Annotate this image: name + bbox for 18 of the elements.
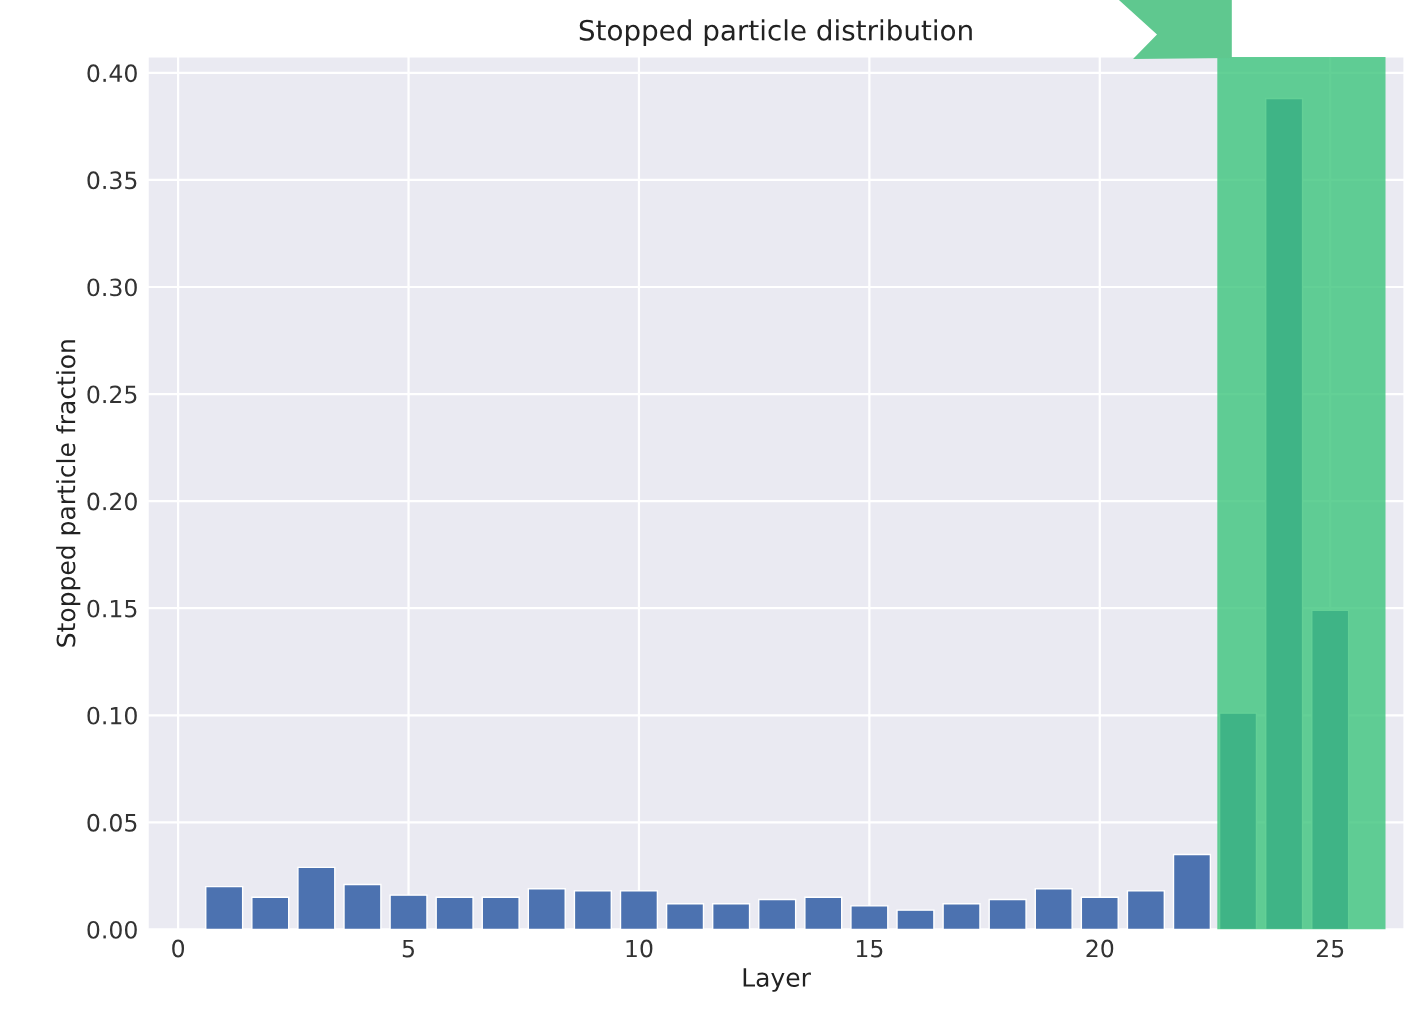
x-tick-label: 5 [402,939,414,958]
x-tick-label: 0 [172,939,185,958]
x-tick-label: 20 [1086,939,1114,958]
y-axis-title: Stopped particle fraction [56,340,81,647]
x-tick-label: 15 [856,939,883,958]
chart-title: Stopped particle distribution [579,19,972,47]
y-tick-label: 0.05 [87,813,137,832]
y-tick-label: 0.25 [87,385,137,404]
y-tick-label: 0.00 [87,920,137,939]
y-tick-label: 0.30 [87,278,137,297]
y-tick-label: 0.35 [87,171,137,190]
y-tick-label: 0.40 [87,64,137,83]
y-tick-label: 0.15 [87,599,137,618]
x-tick-label: 25 [1316,939,1344,958]
x-tick-label: 10 [626,939,653,958]
y-tick-label: 0.20 [87,492,137,511]
x-axis-title: Layer [743,968,811,992]
y-tick-label: 0.10 [87,706,137,725]
